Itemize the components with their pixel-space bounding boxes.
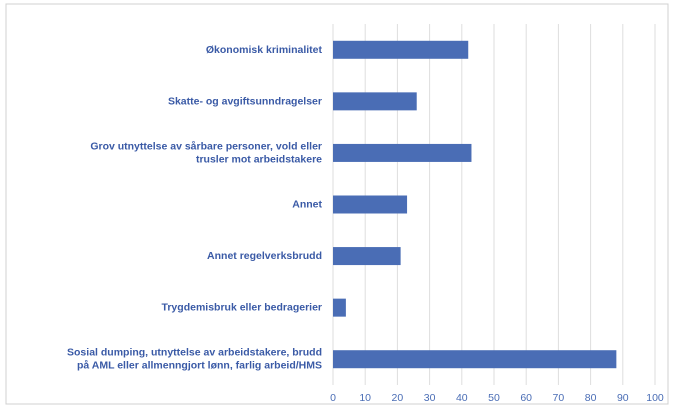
x-tick-label: 90 <box>617 392 629 404</box>
x-tick-label: 40 <box>456 392 468 404</box>
category-label: Trygdemisbruk eller bedragerier <box>162 301 322 313</box>
x-tick-label: 50 <box>488 392 500 404</box>
x-tick-label: 0 <box>330 392 336 404</box>
bar <box>333 298 346 317</box>
bar <box>333 143 472 162</box>
x-tick-label: 30 <box>424 392 436 404</box>
category-label: Sosial dumping, utnyttelse av arbeidstak… <box>67 346 322 371</box>
x-tick-label: 20 <box>392 392 404 404</box>
bar <box>333 350 617 369</box>
category-label: Grov utnyttelse av sårbare personer, vol… <box>90 140 322 165</box>
bar <box>333 247 401 266</box>
x-tick-label: 60 <box>520 392 532 404</box>
category-label: Annet <box>292 198 322 210</box>
x-tick-label: 10 <box>359 392 371 404</box>
bar <box>333 40 469 59</box>
x-tick-label: 80 <box>585 392 597 404</box>
category-label: Annet regelverksbrudd <box>207 250 322 262</box>
x-tick-label: 70 <box>553 392 565 404</box>
x-tick-label: 100 <box>646 392 664 404</box>
chart-frame <box>5 3 669 405</box>
category-label: Økonomisk kriminalitet <box>206 44 323 56</box>
bar <box>333 195 408 214</box>
bar <box>333 92 417 111</box>
category-label: Skatte- og avgiftsunndragelser <box>168 95 322 107</box>
